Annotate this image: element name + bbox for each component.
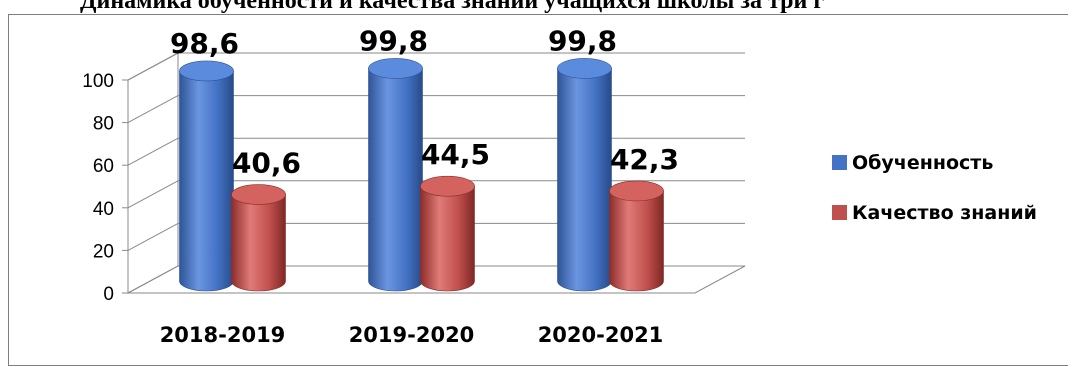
bar-top — [368, 58, 423, 79]
bar — [609, 180, 664, 292]
bar-top — [557, 58, 612, 79]
y-tick-label: 40 — [93, 199, 114, 220]
y-tick-label: 20 — [93, 241, 114, 262]
y-axis-ticks: 0 20 40 60 80 100 — [82, 71, 129, 305]
data-label: 40,6 — [232, 147, 301, 180]
gridline-side — [127, 137, 179, 166]
bar-body — [179, 70, 234, 292]
data-label: 42,3 — [610, 143, 679, 176]
legend-label: Обученность — [852, 152, 993, 174]
data-label: 44,5 — [421, 138, 490, 171]
bars — [179, 58, 664, 292]
data-labels: 98,6 40,6 99,8 44,5 99,8 42,3 — [170, 24, 679, 179]
bar-body — [609, 190, 664, 292]
data-label: 99,8 — [359, 24, 428, 57]
data-label: 98,6 — [170, 27, 239, 60]
x-category-label: 2019-2020 — [349, 323, 475, 347]
left-wall — [127, 52, 179, 294]
bar-body — [368, 68, 423, 292]
chart-frame — [8, 14, 1068, 366]
gridline-side — [127, 222, 179, 251]
data-label: 99,8 — [548, 24, 617, 57]
legend-label: Качество знаний — [852, 202, 1037, 224]
floor — [127, 265, 746, 294]
bar — [179, 60, 234, 292]
y-tick-label: 60 — [93, 156, 114, 177]
bar-top — [420, 175, 475, 197]
bar — [368, 58, 423, 292]
bar-top — [179, 60, 234, 82]
bar-top — [231, 184, 286, 205]
y-tick-label: 0 — [103, 284, 114, 305]
gridline-side — [127, 52, 179, 81]
y-tick-label: 80 — [93, 114, 114, 135]
bar — [420, 175, 475, 292]
bar-body — [231, 194, 286, 292]
gridline-side — [127, 95, 179, 124]
bar — [557, 58, 612, 292]
chart-title: Динамика обученности и качества знаний у… — [80, 0, 824, 14]
bar-body — [420, 185, 475, 292]
legend-swatch — [832, 205, 847, 220]
bar-top — [609, 180, 664, 202]
x-category-label: 2018-2019 — [160, 323, 286, 347]
legend: Обученность Качество знаний — [832, 152, 1037, 224]
bar-body — [557, 68, 612, 292]
x-axis-categories: 2018-2019 2019-2020 2020-2021 — [160, 323, 664, 347]
y-tick-label: 100 — [82, 71, 114, 92]
bar — [231, 184, 286, 292]
gridline-side — [127, 180, 179, 209]
x-category-label: 2020-2021 — [538, 323, 664, 347]
legend-swatch — [832, 155, 847, 170]
